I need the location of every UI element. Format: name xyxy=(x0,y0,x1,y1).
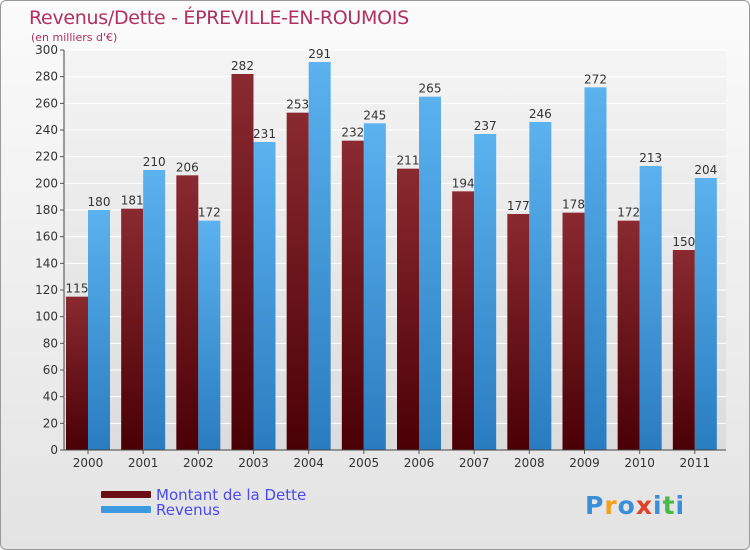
data-label-dette-2005: 232 xyxy=(341,126,364,140)
data-label-revenus-2005: 245 xyxy=(363,108,386,122)
bar-dette-2010 xyxy=(617,220,640,450)
data-label-revenus-2009: 272 xyxy=(584,72,607,86)
y-tick-label: 160 xyxy=(35,230,58,244)
logo-letter: P xyxy=(585,491,605,520)
y-tick-label: 80 xyxy=(43,336,58,350)
bar-dette-2009 xyxy=(562,212,585,450)
logo-letter: i xyxy=(653,491,663,520)
data-label-dette-2011: 150 xyxy=(672,235,695,249)
y-tick-label: 140 xyxy=(35,256,58,270)
bar-revenus-2000 xyxy=(88,210,110,450)
data-label-revenus-2001: 210 xyxy=(143,155,166,169)
y-tick-label: 120 xyxy=(35,283,58,297)
bar-dette-2006 xyxy=(397,168,419,450)
data-label-revenus-2010: 213 xyxy=(639,151,662,165)
data-label-revenus-2011: 204 xyxy=(694,163,717,177)
bar-dette-2003 xyxy=(231,74,254,450)
data-label-dette-2001: 181 xyxy=(121,194,144,208)
legend-swatch-revenus xyxy=(101,506,151,513)
bar-revenus-2010 xyxy=(639,166,662,450)
x-tick-label: 2007 xyxy=(459,456,490,470)
bar-dette-2005 xyxy=(341,140,364,450)
y-tick-label: 200 xyxy=(35,176,58,190)
y-tick-label: 220 xyxy=(35,150,58,164)
proxiti-logo: Proxiti xyxy=(585,491,685,520)
x-tick-label: 2000 xyxy=(73,456,104,470)
legend-label-revenus: Revenus xyxy=(156,501,220,519)
data-label-revenus-2004: 291 xyxy=(308,47,331,61)
plot-area xyxy=(64,50,726,450)
chart-subtitle: (en milliers d'€) xyxy=(31,31,118,44)
logo-letter: o xyxy=(617,491,636,520)
legend-label-dette: Montant de la Dette xyxy=(156,486,307,504)
data-label-revenus-2002: 172 xyxy=(198,206,221,220)
data-label-revenus-2006: 265 xyxy=(419,82,442,96)
y-tick-label: 300 xyxy=(35,43,58,57)
x-tick-label: 2002 xyxy=(183,456,214,470)
bar-revenus-2007 xyxy=(474,134,497,450)
x-tick-label: 2011 xyxy=(680,456,711,470)
x-tick-label: 2005 xyxy=(349,456,380,470)
bar-revenus-2011 xyxy=(694,178,717,450)
logo-letter: i xyxy=(675,491,686,520)
bar-revenus-2006 xyxy=(419,96,441,451)
bar-revenus-2008 xyxy=(529,122,552,450)
y-tick-label: 40 xyxy=(43,390,58,404)
y-tick-label: 240 xyxy=(35,123,58,137)
x-tick-label: 2010 xyxy=(624,456,655,470)
bar-dette-2008 xyxy=(507,214,530,450)
data-label-revenus-2000: 180 xyxy=(88,195,111,209)
logo-letter: t xyxy=(662,491,676,520)
data-label-dette-2010: 172 xyxy=(617,206,640,220)
y-tick-label: 180 xyxy=(35,203,58,217)
data-label-dette-2009: 178 xyxy=(562,198,585,212)
data-label-revenus-2003: 231 xyxy=(253,127,276,141)
data-label-dette-2007: 194 xyxy=(452,176,475,190)
bar-revenus-2004 xyxy=(308,62,331,450)
data-label-revenus-2008: 246 xyxy=(529,107,552,121)
x-tick-label: 2009 xyxy=(569,456,600,470)
y-tick-label: 260 xyxy=(35,96,58,110)
y-tick-label: 280 xyxy=(35,70,58,84)
logo-letter: x xyxy=(635,491,653,520)
data-label-dette-2000: 115 xyxy=(66,282,89,296)
data-label-dette-2003: 282 xyxy=(231,59,254,73)
bar-revenus-2009 xyxy=(584,87,607,450)
logo-letter: r xyxy=(604,491,618,520)
x-tick-label: 2006 xyxy=(404,456,435,470)
bar-revenus-2002 xyxy=(198,220,221,450)
bar-dette-2007 xyxy=(452,191,475,451)
bar-dette-2001 xyxy=(121,208,144,450)
legend-swatch-dette xyxy=(101,491,151,498)
x-tick-label: 2008 xyxy=(514,456,545,470)
bar-dette-2004 xyxy=(286,112,309,451)
y-tick-label: 60 xyxy=(43,363,58,377)
bar-revenus-2003 xyxy=(253,142,276,450)
bar-revenus-2005 xyxy=(363,123,386,450)
bar-dette-2000 xyxy=(66,296,88,450)
bar-dette-2002 xyxy=(176,175,199,451)
x-tick-label: 2003 xyxy=(238,456,269,470)
data-label-revenus-2007: 237 xyxy=(474,119,497,133)
data-label-dette-2004: 253 xyxy=(286,98,309,112)
chart-title: Revenus/Dette - ÉPREVILLE-EN-ROUMOIS xyxy=(29,7,409,29)
y-tick-label: 0 xyxy=(50,443,58,457)
data-label-dette-2006: 211 xyxy=(397,154,420,168)
x-tick-label: 2004 xyxy=(293,456,324,470)
bar-dette-2011 xyxy=(672,250,695,450)
bar-revenus-2001 xyxy=(143,170,166,450)
y-tick-label: 100 xyxy=(35,310,58,324)
x-tick-label: 2001 xyxy=(128,456,159,470)
data-label-dette-2002: 206 xyxy=(176,160,199,174)
y-tick-label: 20 xyxy=(43,416,58,430)
data-label-dette-2008: 177 xyxy=(507,199,530,213)
